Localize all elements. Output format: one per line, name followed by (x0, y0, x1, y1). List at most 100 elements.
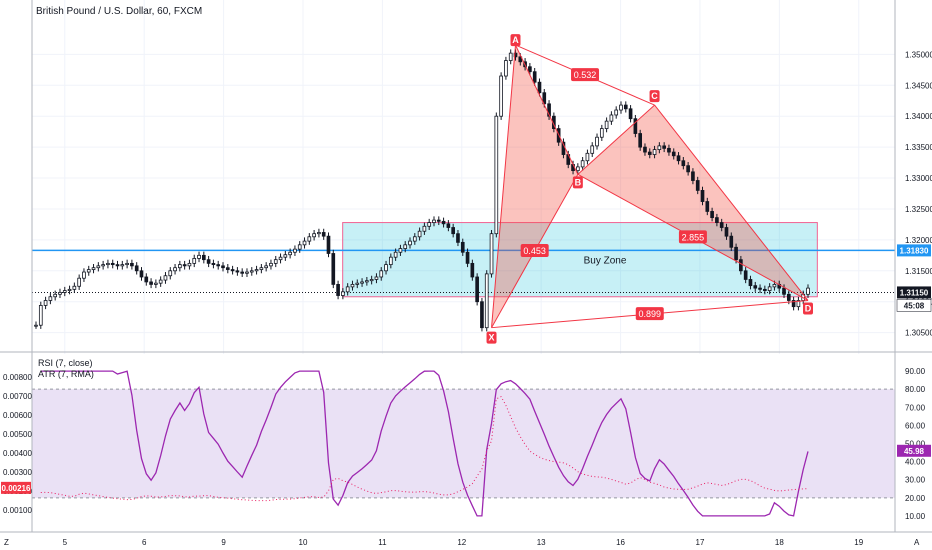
candle-body (767, 286, 772, 291)
ratio-ac-box (571, 68, 600, 82)
candle-body (62, 290, 67, 293)
candle-body (657, 145, 662, 151)
time-tick-label: 5 (63, 538, 68, 547)
candle-body (393, 251, 398, 258)
candle-body (379, 270, 384, 278)
candle-body (595, 136, 599, 147)
candle-body (240, 271, 245, 274)
candle-body (321, 232, 326, 237)
atr-tick-label: 0.00100 (3, 506, 32, 515)
candle-body (676, 155, 681, 162)
atr-tick-label: 0.00500 (3, 430, 32, 439)
harmonic-lines: A X B C D 0.453 0.532 2.855 0.899 (486, 34, 813, 344)
candle-body (580, 160, 585, 168)
candle-body (365, 280, 369, 283)
candle-body (508, 52, 513, 61)
candle-body (345, 286, 350, 293)
rsi-last-tag (897, 444, 931, 457)
candle-body (432, 219, 436, 223)
time-axis[interactable]: 5 6 9 10 11 12 13 16 17 18 19 (63, 538, 864, 547)
candle-body (671, 151, 676, 157)
pattern-point-c-tag (649, 90, 660, 103)
candle-body (499, 75, 503, 117)
last-price-label: 1.31150 (900, 288, 929, 297)
atr-tick-label: 0.00600 (3, 411, 32, 420)
pattern-point-d: D (805, 303, 812, 313)
rsi-tick-label: 80.00 (905, 385, 926, 394)
candle-body (341, 291, 345, 296)
candle-body (336, 284, 340, 296)
candle-body (125, 262, 129, 266)
candle-body (259, 267, 264, 270)
candle-body (422, 225, 427, 232)
rsi-band (32, 389, 895, 498)
time-tick-label: 12 (457, 538, 466, 547)
candle-body (72, 285, 77, 290)
candle-body (269, 262, 273, 267)
candle-body (465, 251, 470, 264)
candle-body (48, 296, 53, 301)
price-tick-label: 1.33500 (905, 143, 932, 152)
ratio-xb-box (520, 244, 549, 258)
price-tick-label: 1.32500 (905, 205, 932, 214)
buy-zone-label: Buy Zone (584, 256, 627, 267)
pattern-point-b: B (575, 177, 582, 187)
candle-body (532, 71, 537, 83)
time-tick-label: 17 (696, 538, 705, 547)
rsi-last-label: 45.98 (904, 447, 925, 456)
price-pane[interactable] (32, 0, 895, 350)
candle-body (106, 262, 110, 266)
axis-corner-right[interactable]: A (914, 538, 920, 547)
candle-body (441, 220, 446, 225)
candle-body (369, 279, 374, 282)
pattern-point-d-tag (803, 302, 813, 315)
candle-body (806, 287, 810, 295)
buy-zone-rect (342, 222, 818, 298)
candle-body (273, 259, 278, 264)
candle-body (302, 240, 307, 246)
candle-body (201, 254, 206, 261)
candle-body (307, 236, 312, 242)
candle-body (710, 211, 714, 219)
atr-tick-label: 0.00400 (3, 449, 32, 458)
candle-body (451, 227, 455, 235)
price-tick-label: 1.33000 (905, 174, 932, 183)
last-price-tag (897, 286, 931, 299)
candle-body (724, 227, 729, 237)
candle-body (144, 276, 149, 283)
price-tick-label: 1.34500 (905, 81, 932, 90)
candle-body (158, 279, 163, 284)
time-tick-label: 16 (616, 538, 625, 547)
candle-body (235, 270, 240, 273)
ratio-ac: 0.532 (574, 70, 597, 80)
candle-body (34, 324, 38, 327)
candle-body (638, 133, 643, 148)
time-tick-label: 6 (142, 538, 147, 547)
hline-price-label: 1.31830 (900, 246, 929, 255)
candle-body (652, 149, 657, 155)
candle-body (91, 267, 96, 270)
candle-body (662, 145, 666, 149)
ratio-bd: 2.855 (682, 232, 705, 242)
candle-body (599, 128, 604, 138)
candle-body (326, 235, 331, 254)
candle-body (110, 262, 115, 266)
candle-body (484, 273, 489, 329)
price-labels: 1.35000 1.34500 1.34000 1.33500 1.33000 1.325… (896, 50, 932, 338)
candle-body (695, 180, 700, 191)
candle-body (667, 147, 671, 153)
candle-body (216, 264, 221, 267)
candle-body (101, 264, 105, 267)
candle-body (480, 301, 484, 329)
candle-body (739, 259, 743, 272)
candle-body (254, 269, 259, 272)
candle-body (786, 293, 791, 301)
axis-corner-left[interactable]: Z (4, 538, 9, 547)
pattern-point-x-tag (486, 331, 497, 344)
price-tick-label: 1.34000 (905, 112, 932, 121)
candle-body (297, 244, 302, 250)
candle-body (355, 282, 360, 285)
candle-body (758, 287, 762, 290)
candle-body (245, 271, 249, 274)
candle-body (427, 222, 432, 227)
